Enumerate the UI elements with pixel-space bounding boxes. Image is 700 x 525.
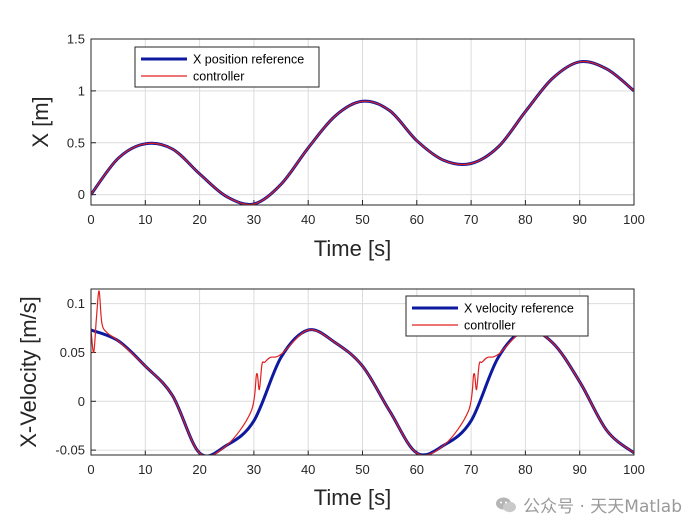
legend-box (134, 46, 320, 88)
x-tick-label: 90 (572, 462, 586, 477)
x-tick-label: 40 (301, 462, 315, 477)
y-tick-label: 1.5 (67, 32, 85, 47)
legend-entry: controller (464, 319, 515, 333)
controller-series-line (91, 60, 634, 205)
x-tick-label: 20 (192, 212, 206, 227)
x-tick-label: 40 (301, 212, 315, 227)
velocity-plot: 0 10 20 30 40 50 60 70 80 90 100-0.0500.050.1Time … (16, 288, 645, 510)
x-tick-label: 100 (623, 462, 645, 477)
x-tick-label: 90 (572, 212, 586, 227)
legend-box (405, 295, 589, 337)
x-tick-label: 50 (355, 462, 369, 477)
x-tick-label: 30 (247, 212, 261, 227)
legend-entry: controller (193, 70, 244, 84)
x-tick-label: 50 (355, 212, 369, 227)
y-tick-label: 0.5 (67, 135, 85, 150)
y-tick-label: -0.05 (55, 443, 85, 458)
x-tick-label: 100 (623, 212, 645, 227)
legend-entry: X position reference (193, 53, 304, 67)
y-tick-label: 0.05 (60, 345, 85, 360)
watermark: 公众号 · 天天Matlab (495, 492, 682, 517)
legend-entry: X velocity reference (464, 302, 574, 316)
y-axis-label: X [m] (28, 96, 53, 147)
x-tick-label: 60 (410, 462, 424, 477)
wechat-bubble-icon (495, 496, 517, 514)
x-tick-label: 60 (410, 212, 424, 227)
x-tick-label: 80 (518, 462, 532, 477)
axes-box (90, 288, 635, 456)
x-tick-label: 80 (518, 212, 532, 227)
x-tick-label: 70 (464, 212, 478, 227)
y-tick-label: 0 (78, 394, 85, 409)
y-tick-label: 1 (78, 83, 85, 98)
controller-series-line (91, 290, 634, 455)
x-tick-label: 10 (138, 212, 152, 227)
position-plot: 0 10 20 30 40 50 60 70 80 90 100 0 0.5 1 1.5 Time [s] X … (28, 32, 645, 262)
x-axis-label: Time [s] (314, 485, 391, 510)
x-tick-label: 70 (464, 462, 478, 477)
x-tick-label: 10 (138, 462, 152, 477)
x-tick-label: 0 (87, 212, 94, 227)
y-tick-label: 0 (78, 187, 85, 202)
axes-box (90, 38, 635, 206)
y-tick-label: 0.1 (67, 296, 85, 311)
watermark-text: 公众号 · 天天Matlab (523, 497, 682, 517)
y-axis-label: X-Velocity [m/s] (16, 296, 41, 448)
x-tick-label: 20 (192, 462, 206, 477)
x-axis-label: Time [s] (314, 236, 391, 261)
x-tick-label: 30 (247, 462, 261, 477)
x-tick-label: 0 (87, 462, 94, 477)
